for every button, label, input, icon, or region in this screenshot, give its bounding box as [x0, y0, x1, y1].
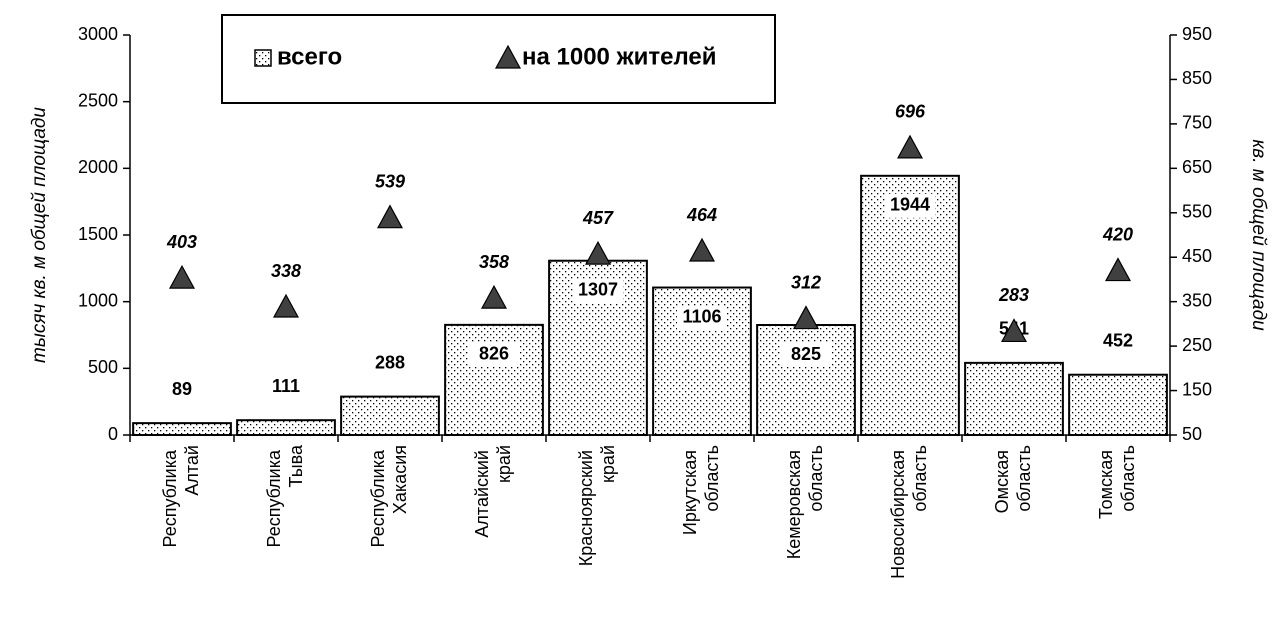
x-tick-label-group: Томская область — [1096, 445, 1138, 519]
x-tick-label-group: Алтайский край — [472, 445, 514, 538]
y2-tick-label: 450 — [1182, 246, 1212, 266]
bar — [132, 422, 232, 436]
legend-label: на 1000 жителей — [522, 43, 716, 70]
bar — [1068, 373, 1168, 437]
x-tick-label: Новосибирская область — [888, 445, 930, 579]
y-tick-label: 2500 — [78, 90, 118, 110]
x-tick-label: Республика Хакасия — [368, 445, 410, 548]
y2-tick-label: 550 — [1182, 202, 1212, 222]
marker — [272, 293, 300, 318]
x-tick-label-group: Иркутская область — [680, 445, 722, 535]
marker-label: 539 — [375, 171, 405, 191]
y2-tick-label: 250 — [1182, 335, 1212, 355]
x-tick-label-group: Республика Хакасия — [368, 445, 410, 548]
y2-tick-label: 150 — [1182, 379, 1212, 399]
y-tick-label: 1000 — [78, 290, 118, 310]
value-label-bg — [781, 343, 831, 367]
x-tick-label: Красноярский край — [576, 445, 618, 566]
value-label: 452 — [1103, 330, 1133, 350]
value-label: 825 — [791, 344, 821, 364]
y-tick-label: 1500 — [78, 224, 118, 244]
marker — [376, 204, 404, 229]
value-label-bg — [469, 342, 519, 367]
marker — [480, 284, 508, 309]
marker — [584, 240, 612, 265]
x-tick-label: Кемеровская область — [784, 445, 826, 559]
marker — [1000, 318, 1028, 343]
x-tick-label: Республика Тыва — [264, 444, 306, 548]
value-label-bg — [573, 278, 623, 303]
bar — [860, 174, 960, 437]
x-tick-label: Томская область — [1096, 445, 1138, 519]
bar — [444, 323, 544, 436]
x-tick-label: Иркутская область — [680, 445, 722, 535]
x-tick-label: Республика Алтай — [160, 445, 202, 548]
marker-label: 464 — [686, 205, 717, 225]
y2-axis-label: кв. м общей площади — [1248, 139, 1269, 331]
y-tick-label: 3000 — [78, 24, 118, 44]
value-label: 1944 — [890, 195, 930, 215]
marker-label: 403 — [166, 232, 197, 252]
legend-swatch — [494, 44, 522, 69]
value-label: 1106 — [682, 306, 721, 326]
marker-label: 696 — [895, 102, 926, 122]
value-label: 288 — [375, 352, 405, 372]
legend-label: всего — [277, 43, 342, 70]
bar — [756, 324, 856, 436]
y2-tick-label: 950 — [1182, 24, 1212, 44]
marker — [168, 264, 196, 289]
value-label-bg — [885, 193, 935, 218]
bar — [236, 419, 336, 437]
x-tick-label-group: Республика Тыва — [264, 444, 306, 548]
x-tick-label-group: Новосибирская область — [888, 445, 930, 579]
y-axis-label: тысяч кв. м общей площади — [29, 107, 50, 363]
y2-tick-label: 650 — [1182, 157, 1212, 177]
x-tick-label: Алтайский край — [472, 445, 514, 538]
legend-box — [221, 14, 776, 104]
y2-tick-label: 750 — [1182, 113, 1212, 133]
marker-label: 338 — [271, 261, 301, 281]
value-label: 1307 — [578, 279, 618, 299]
marker — [1104, 257, 1132, 282]
marker-label: 312 — [791, 272, 821, 292]
value-label: 111 — [272, 376, 300, 396]
marker-label: 283 — [998, 285, 1029, 305]
bar — [340, 395, 440, 437]
bar — [964, 361, 1064, 436]
value-label: 826 — [479, 344, 509, 364]
x-tick-label-group: Республика Алтай — [160, 445, 202, 548]
y2-tick-label: 850 — [1182, 68, 1212, 88]
value-label-bg — [677, 305, 727, 330]
x-tick-label-group: Красноярский край — [576, 445, 618, 566]
x-tick-label-group: Кемеровская область — [784, 445, 826, 559]
y2-tick-label: 350 — [1182, 290, 1212, 310]
value-label: 89 — [172, 379, 192, 399]
x-tick-label: Омская область — [992, 445, 1034, 513]
marker — [896, 134, 924, 159]
marker-label: 420 — [1102, 224, 1133, 244]
marker — [792, 305, 820, 330]
marker-label: 358 — [479, 252, 509, 272]
y-tick-label: 500 — [88, 357, 118, 377]
y2-tick-label: 50 — [1182, 424, 1202, 444]
legend-swatch — [254, 49, 272, 67]
y-tick-label: 2000 — [78, 157, 118, 177]
y-tick-label: 0 — [108, 424, 118, 444]
marker — [688, 237, 716, 262]
x-tick-label-group: Омская область — [992, 445, 1034, 513]
marker-label: 457 — [582, 208, 614, 228]
